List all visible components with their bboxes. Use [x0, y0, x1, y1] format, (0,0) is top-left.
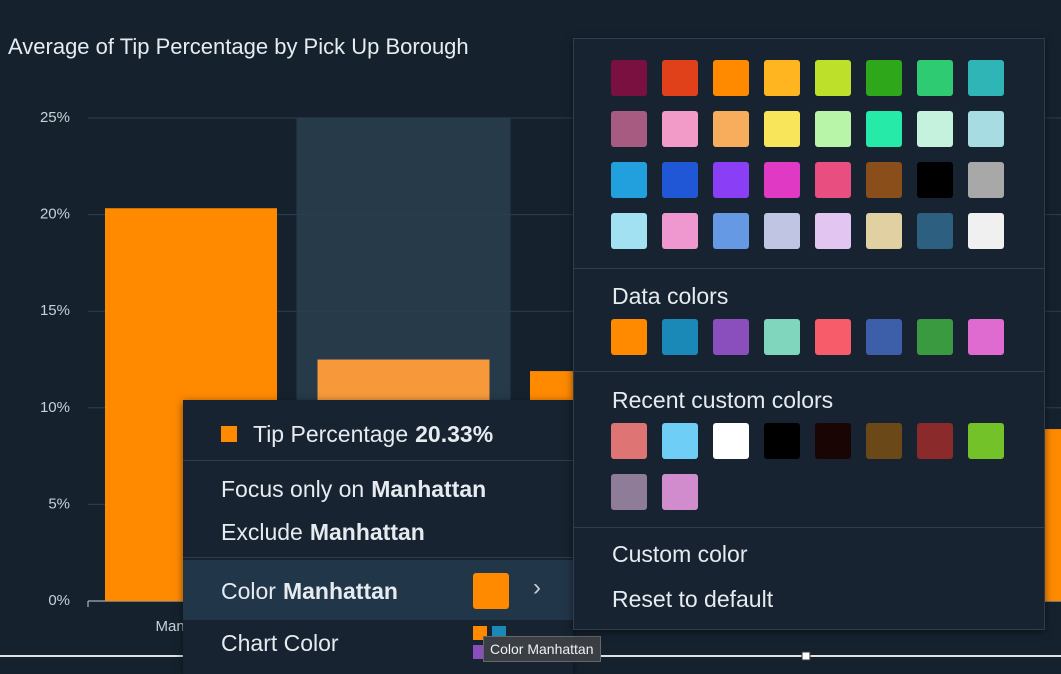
color-swatch[interactable] — [662, 319, 698, 355]
color-swatch[interactable] — [815, 162, 851, 198]
menu-item[interactable]: Custom color — [612, 541, 748, 567]
color-swatch[interactable] — [611, 60, 647, 96]
color-swatch[interactable] — [662, 423, 698, 459]
color-swatch[interactable] — [917, 213, 953, 249]
color-swatch[interactable] — [611, 474, 647, 510]
color-swatch[interactable] — [815, 319, 851, 355]
item-bold: Manhattan — [309, 519, 425, 545]
menu-item[interactable]: Color Manhattan — [221, 576, 398, 606]
separator — [574, 527, 1044, 528]
separator — [574, 371, 1044, 372]
color-swatch[interactable] — [917, 111, 953, 147]
color-swatch[interactable] — [764, 423, 800, 459]
color-swatch[interactable] — [968, 423, 1004, 459]
color-swatch[interactable] — [866, 213, 902, 249]
color-swatch[interactable] — [611, 423, 647, 459]
context-menu: Tip Percentage 20.33% Focus only on Manhat… — [183, 400, 573, 674]
color-swatch[interactable] — [662, 213, 698, 249]
separator — [574, 268, 1044, 269]
color-swatch[interactable] — [815, 213, 851, 249]
color-swatch[interactable] — [713, 423, 749, 459]
item-bold: Manhattan — [371, 476, 487, 502]
color-swatch[interactable] — [968, 162, 1004, 198]
y-tick-label: 25% — [40, 109, 70, 126]
color-swatch[interactable] — [713, 111, 749, 147]
color-swatch[interactable] — [764, 111, 800, 147]
color-swatch[interactable] — [611, 111, 647, 147]
color-swatch[interactable] — [968, 111, 1004, 147]
y-tick-label: 5% — [48, 495, 70, 512]
series-name: Tip Percentage — [253, 421, 409, 447]
color-swatch[interactable] — [968, 213, 1004, 249]
separator — [183, 460, 573, 461]
color-swatch[interactable] — [764, 60, 800, 96]
color-swatch[interactable] — [866, 111, 902, 147]
color-swatch[interactable] — [662, 60, 698, 96]
color-swatch[interactable] — [866, 423, 902, 459]
y-tick-label: 0% — [48, 592, 70, 609]
item-text: Exclude — [221, 519, 303, 545]
color-swatch[interactable] — [866, 60, 902, 96]
color-swatch[interactable] — [968, 60, 1004, 96]
color-swatch[interactable] — [611, 319, 647, 355]
section-label: Recent custom colors — [612, 387, 834, 413]
color-swatch[interactable] — [662, 111, 698, 147]
hover-tooltip: Color Manhattan — [483, 636, 601, 662]
color-swatch[interactable] — [764, 162, 800, 198]
color-swatch[interactable] — [662, 474, 698, 510]
color-swatch[interactable] — [917, 319, 953, 355]
color-swatch[interactable] — [866, 162, 902, 198]
color-swatch[interactable] — [611, 213, 647, 249]
tooltip-text: Tip Percentage 20.33% — [253, 419, 493, 449]
color-swatch[interactable] — [968, 319, 1004, 355]
color-swatch[interactable] — [764, 319, 800, 355]
color-swatch[interactable] — [866, 319, 902, 355]
color-swatch[interactable] — [713, 60, 749, 96]
scroll-handle[interactable] — [801, 651, 811, 661]
item-text: Focus only on — [221, 476, 365, 502]
section-label: Data colors — [612, 283, 729, 309]
menu-item[interactable]: Reset to default — [612, 586, 774, 612]
item-bold: Manhattan — [282, 578, 398, 604]
item-text: Color — [221, 578, 276, 604]
color-swatch[interactable] — [815, 111, 851, 147]
y-tick-label: 15% — [40, 302, 70, 319]
color-swatch[interactable] — [713, 213, 749, 249]
y-tick-label: 10% — [40, 399, 70, 416]
color-swatch[interactable] — [917, 60, 953, 96]
color-swatch[interactable] — [815, 60, 851, 96]
color-swatch[interactable] — [713, 162, 749, 198]
color-swatch[interactable] — [917, 423, 953, 459]
color-swatch[interactable] — [662, 162, 698, 198]
color-menu: Data colors Recent custom colors Custom … — [573, 38, 1045, 630]
color-swatch[interactable] — [473, 573, 509, 609]
chevron: › — [533, 574, 541, 601]
color-swatch[interactable] — [611, 162, 647, 198]
color-swatch[interactable] — [713, 319, 749, 355]
item-text: Chart Color — [221, 630, 339, 656]
chart-title: Average of Tip Percentage by Pick Up Bor… — [8, 34, 469, 59]
color-swatch[interactable] — [917, 162, 953, 198]
menu-item[interactable]: Chart Color — [221, 628, 339, 658]
value-label: 20.33% — [415, 421, 494, 447]
color-swatch[interactable] — [764, 213, 800, 249]
menu-item[interactable]: Exclude Manhattan — [221, 517, 425, 547]
y-tick-label: 20% — [40, 206, 70, 223]
separator — [183, 557, 573, 558]
menu-item[interactable]: Focus only on Manhattan — [221, 474, 486, 504]
legend-swatch — [221, 426, 237, 442]
color-swatch[interactable] — [815, 423, 851, 459]
